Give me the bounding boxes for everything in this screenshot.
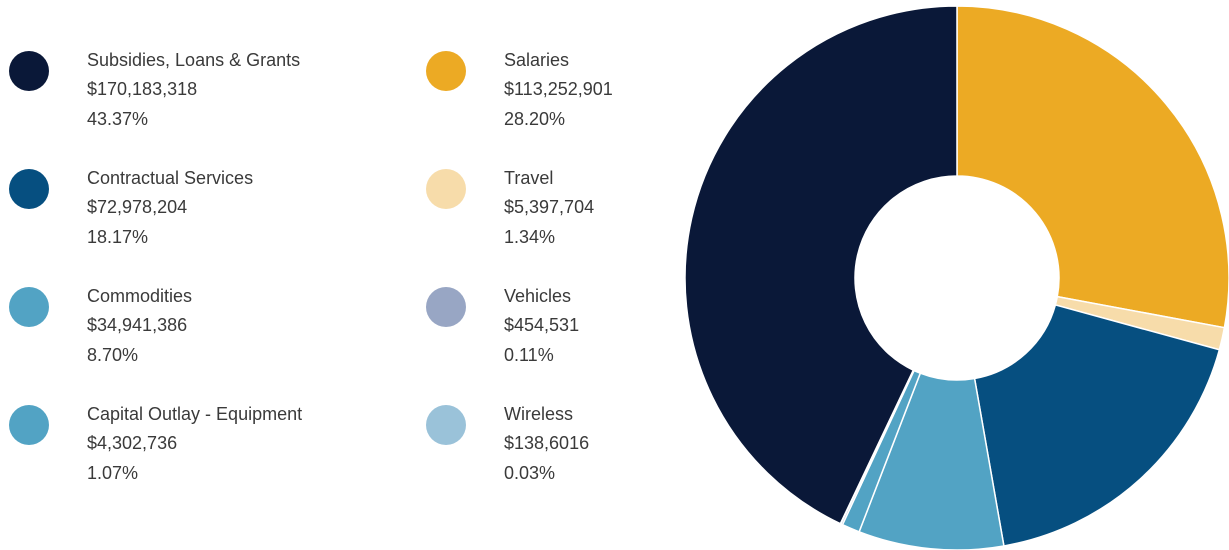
legend-swatch xyxy=(9,169,49,209)
legend-percent: 8.70% xyxy=(87,345,138,365)
legend-amount: $113,252,901 xyxy=(504,79,613,99)
legend-swatch xyxy=(426,51,466,91)
legend-label: Capital Outlay - Equipment xyxy=(87,404,302,424)
legend-swatch xyxy=(9,51,49,91)
legend-swatch xyxy=(9,405,49,445)
legend-swatch xyxy=(426,287,466,327)
legend-swatch xyxy=(9,287,49,327)
slice xyxy=(956,5,1229,329)
legend-percent: 1.34% xyxy=(504,227,555,247)
legend-label: Vehicles xyxy=(504,286,571,306)
legend-label: Contractual Services xyxy=(87,168,253,188)
legend-label: Travel xyxy=(504,168,553,188)
legend-percent: 0.03% xyxy=(504,463,555,483)
legend-label: Salaries xyxy=(504,50,569,70)
legend-label: Wireless xyxy=(504,404,573,424)
legend-percent: 28.20% xyxy=(504,109,565,129)
slice xyxy=(973,303,1221,547)
legend-amount: $138,6016 xyxy=(504,433,589,453)
legend-label: Subsidies, Loans & Grants xyxy=(87,50,300,70)
legend-percent: 1.07% xyxy=(87,463,138,483)
legend-percent: 18.17% xyxy=(87,227,148,247)
legend-amount: $454,531 xyxy=(504,315,579,335)
legend-amount: $5,397,704 xyxy=(504,197,594,217)
legend-percent: 0.11% xyxy=(504,345,554,365)
legend-swatch xyxy=(426,169,466,209)
legend-amount: $170,183,318 xyxy=(87,79,197,99)
legend-label: Commodities xyxy=(87,286,192,306)
legend-amount: $4,302,736 xyxy=(87,433,177,453)
legend-swatch xyxy=(426,405,466,445)
legend-amount: $72,978,204 xyxy=(87,197,187,217)
legend-percent: 43.37% xyxy=(87,109,148,129)
slice xyxy=(684,5,958,525)
legend-amount: $34,941,386 xyxy=(87,315,187,335)
